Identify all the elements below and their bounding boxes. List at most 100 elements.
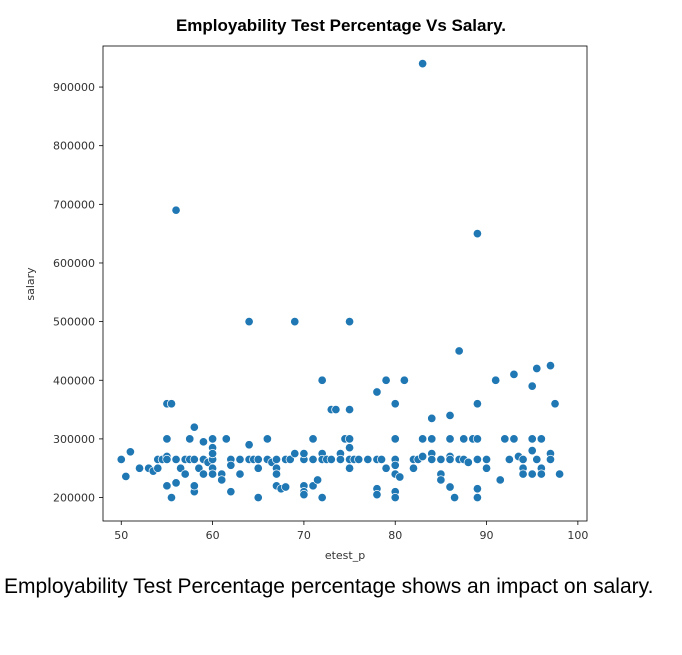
data-point	[436, 475, 446, 485]
x-tick-label: 70	[297, 529, 311, 542]
data-point	[171, 454, 181, 464]
y-tick-label: 500000	[53, 316, 95, 329]
data-point	[536, 469, 546, 479]
data-point	[518, 454, 528, 464]
data-point	[408, 463, 419, 473]
data-point	[345, 434, 355, 444]
data-point	[331, 405, 341, 415]
data-point	[125, 447, 135, 457]
data-point	[472, 434, 482, 444]
data-point	[221, 434, 231, 444]
data-point	[345, 317, 355, 327]
data-point	[345, 405, 355, 415]
y-tick-label: 600000	[53, 257, 95, 270]
data-point	[472, 492, 482, 503]
data-point	[189, 422, 199, 432]
data-point	[354, 454, 364, 464]
x-tick-label: 100	[567, 529, 588, 542]
data-point	[198, 437, 209, 447]
data-point	[376, 454, 387, 464]
data-point	[472, 229, 482, 239]
data-point	[372, 387, 382, 397]
data-point	[527, 469, 537, 479]
data-point	[121, 471, 131, 481]
data-point	[253, 463, 263, 473]
data-point	[381, 463, 391, 473]
data-point	[395, 472, 405, 482]
data-point	[504, 454, 514, 464]
data-point	[317, 375, 327, 385]
data-point	[308, 454, 318, 464]
data-point	[171, 478, 181, 488]
data-point	[527, 434, 537, 444]
data-point	[116, 454, 126, 464]
data-point	[226, 487, 236, 497]
y-tick-label: 800000	[53, 140, 95, 153]
data-point	[345, 463, 355, 473]
data-point	[481, 463, 492, 473]
data-point	[390, 434, 400, 444]
data-point	[500, 434, 510, 444]
data-point	[427, 434, 437, 444]
data-point	[162, 481, 172, 491]
data-point	[208, 469, 218, 479]
plot-area	[102, 45, 588, 522]
data-point	[545, 454, 556, 464]
y-tick-label: 400000	[53, 374, 95, 387]
data-point	[390, 399, 400, 409]
y-tick-label: 300000	[53, 433, 95, 446]
data-point	[381, 375, 391, 385]
data-point	[445, 454, 455, 464]
data-point	[427, 454, 437, 464]
data-point	[345, 443, 355, 453]
data-point	[532, 363, 542, 374]
y-tick-label: 900000	[53, 81, 95, 94]
data-point	[326, 454, 336, 464]
data-point	[436, 454, 446, 464]
data-point	[162, 454, 172, 464]
data-point	[509, 369, 519, 379]
data-point	[313, 475, 323, 485]
chart-title: Employability Test Percentage Vs Salary.	[175, 16, 507, 35]
data-point	[281, 482, 291, 492]
data-point	[244, 440, 254, 450]
data-point	[390, 460, 400, 470]
data-point	[390, 492, 400, 503]
data-point	[418, 451, 428, 462]
data-point	[445, 410, 455, 420]
y-tick-label: 700000	[53, 198, 95, 211]
data-point	[463, 457, 473, 467]
data-point	[235, 454, 245, 464]
data-point	[495, 475, 505, 485]
data-point	[545, 361, 556, 371]
data-point	[308, 434, 318, 444]
data-point	[472, 454, 482, 464]
data-point	[555, 469, 565, 479]
data-point	[244, 317, 254, 327]
data-point	[134, 463, 145, 473]
data-point	[185, 434, 195, 444]
data-point	[317, 492, 327, 503]
data-point	[162, 434, 172, 444]
data-point	[217, 475, 227, 485]
data-point	[253, 492, 263, 503]
data-point	[445, 434, 455, 444]
data-point	[427, 413, 437, 423]
data-point	[518, 469, 528, 479]
x-tick-label: 90	[480, 529, 494, 542]
data-point	[418, 434, 428, 444]
data-point	[527, 446, 537, 456]
data-point	[399, 375, 409, 385]
data-point	[235, 469, 245, 479]
data-point	[472, 399, 482, 409]
data-point	[550, 399, 560, 409]
x-axis-ticks: 50 60 70 80 90 100	[114, 521, 588, 542]
data-point	[262, 434, 272, 444]
data-point	[271, 469, 282, 479]
data-point	[454, 346, 464, 356]
caption-text: Employability Test Percentage percentage…	[4, 575, 654, 598]
data-point	[290, 317, 300, 327]
data-point	[459, 434, 469, 444]
y-axis-ticks: 200000 300000 400000 500000 600000 700000 8000…	[53, 81, 103, 505]
x-tick-label: 60	[206, 529, 220, 542]
